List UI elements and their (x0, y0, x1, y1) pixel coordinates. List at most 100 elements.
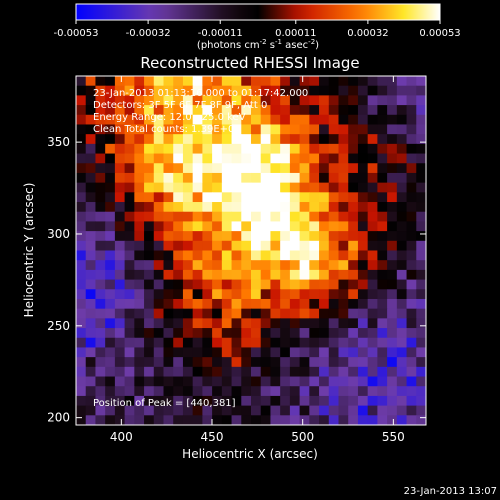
heatmap-cell (396, 328, 408, 339)
heatmap-cell (95, 85, 106, 96)
heatmap-cell (182, 114, 194, 125)
heatmap-cell (134, 95, 145, 106)
heatmap-cell (348, 289, 359, 300)
heatmap-cell (212, 85, 223, 96)
heatmap-cell (319, 231, 330, 242)
heatmap-cell (192, 192, 203, 203)
heatmap-cell (406, 289, 417, 300)
heatmap-cell (328, 318, 339, 329)
heatmap-cell (416, 328, 427, 339)
heatmap-cell (153, 240, 164, 251)
heatmap-cell (338, 143, 349, 155)
heatmap-cell (114, 192, 126, 203)
heatmap-cell (105, 415, 116, 426)
heatmap-cell (377, 240, 388, 251)
heatmap-cell (114, 172, 126, 184)
heatmap-cell (387, 415, 398, 426)
heatmap-cell (144, 114, 155, 125)
heatmap-cell (85, 221, 96, 232)
heatmap-cell (328, 172, 339, 184)
heatmap-cell (387, 376, 398, 387)
heatmap-cell (221, 143, 233, 155)
heatmap-cell (192, 347, 203, 358)
heatmap-cell (280, 153, 291, 164)
heatmap-cell (76, 231, 87, 242)
heatmap-cell (182, 376, 194, 387)
heatmap-cell (182, 298, 194, 310)
heatmap-cell (348, 337, 359, 348)
x-tick-label: 400 (110, 430, 133, 444)
heatmap-cell (280, 231, 291, 242)
heatmap-cell (231, 260, 242, 271)
heatmap-cell (377, 308, 388, 319)
heatmap-cell (212, 250, 223, 261)
heatmap-cell (357, 357, 369, 368)
heatmap-cell (134, 134, 145, 145)
timestamp: 23-Jan-2013 13:07 (404, 486, 497, 497)
heatmap-cell (319, 114, 330, 125)
heatmap-cell (192, 395, 203, 407)
heatmap-cell (105, 347, 116, 358)
heatmap-cell (319, 405, 330, 416)
heatmap-cell (153, 395, 164, 407)
heatmap-cell (76, 202, 87, 213)
heatmap-cell (202, 250, 213, 261)
heatmap-cell (231, 376, 242, 387)
heatmap-cell (231, 211, 242, 222)
heatmap-cell (396, 134, 408, 145)
heatmap-cell (95, 357, 106, 368)
heatmap-cell (367, 143, 378, 155)
info-time: 23-Jan-2013 01:13:16.000 to 01:17:42.000 (93, 88, 308, 99)
heatmap-cell (144, 202, 155, 213)
heatmap-cell (251, 386, 262, 397)
heatmap-cell (396, 269, 408, 281)
heatmap-cell (163, 76, 174, 87)
heatmap-cell (280, 376, 291, 387)
heatmap-cell (367, 163, 378, 174)
heatmap-cell (202, 347, 213, 358)
heatmap-cell (231, 318, 242, 329)
heatmap-cell (280, 386, 291, 397)
heatmap-cell (260, 260, 271, 271)
heatmap-cell (309, 318, 320, 329)
heatmap-cell (328, 153, 339, 164)
heatmap-cell (144, 240, 155, 251)
heatmap-cell (328, 163, 339, 174)
heatmap-cell (299, 395, 310, 407)
heatmap-cell (105, 202, 116, 213)
heatmap-cell (338, 308, 349, 319)
heatmap-cell (173, 308, 184, 319)
heatmap-cell (377, 395, 388, 407)
heatmap-cell (76, 182, 87, 193)
heatmap-cell (367, 153, 378, 164)
heatmap-cell (182, 240, 194, 251)
heatmap-cell (406, 76, 417, 87)
heatmap-cell (202, 289, 213, 300)
heatmap-cell (260, 386, 271, 397)
heatmap-cell (338, 202, 349, 213)
heatmap-cell (221, 357, 233, 368)
heatmap-cell (309, 405, 320, 416)
heatmap-cell (85, 289, 96, 300)
heatmap-cell (105, 114, 116, 125)
heatmap-cell (299, 337, 310, 348)
heatmap-cell (192, 231, 203, 242)
heatmap-cell (367, 415, 378, 426)
heatmap-cell (231, 231, 242, 242)
heatmap-cell (105, 95, 116, 106)
heatmap-cell (182, 337, 194, 348)
heatmap-cell (260, 415, 271, 426)
heatmap-cell (328, 328, 339, 339)
heatmap-cell (299, 260, 310, 271)
heatmap-cell (289, 415, 301, 426)
heatmap-cell (260, 289, 271, 300)
heatmap-cell (144, 376, 155, 387)
heatmap-cell (221, 124, 233, 135)
heatmap-cell (260, 95, 271, 106)
heatmap-cell (348, 318, 359, 329)
heatmap-cell (396, 182, 408, 193)
heatmap-cell (328, 231, 339, 242)
heatmap-cell (416, 192, 427, 203)
heatmap-cell (357, 153, 369, 164)
heatmap-cell (406, 347, 417, 358)
